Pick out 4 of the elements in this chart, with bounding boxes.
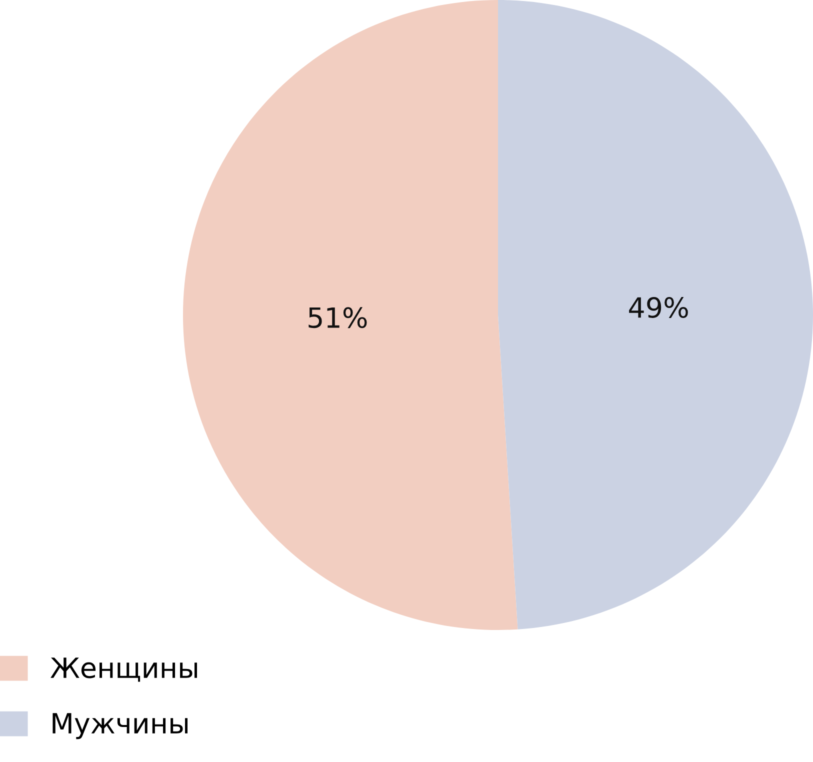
legend-label: Мужчины (52, 713, 188, 740)
legend-label: Женщины (50, 658, 198, 682)
data-label: 49% (629, 297, 688, 318)
data-label: 51% (308, 307, 367, 328)
